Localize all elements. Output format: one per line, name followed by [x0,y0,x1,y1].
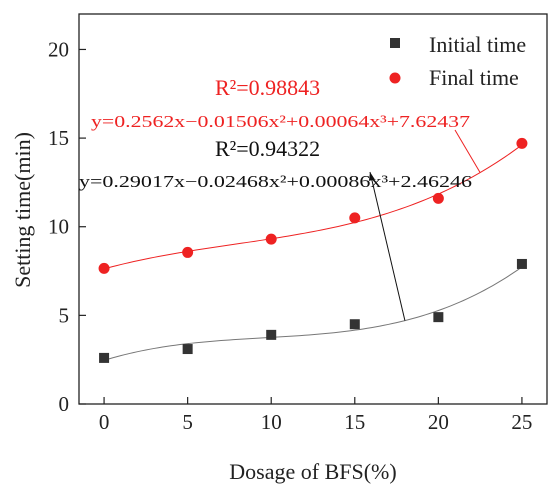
final-time-point [516,137,528,149]
initial-time-point [516,258,527,269]
initial-fit-curve [103,266,523,361]
x-tick-label: 10 [261,410,282,434]
initial-time-point [266,329,277,340]
final-r2-label: R²=0.98843 [215,75,320,100]
final-time-point [265,233,277,245]
final-time-point [349,212,361,224]
final-fit-equation: y=0.2562x−0.01506x²+0.00064x³+7.62437 [91,112,470,131]
y-tick-label: 5 [59,303,70,327]
legend-label-initial: Initial time [429,32,526,57]
x-tick-label: 20 [428,410,449,434]
x-axis-title: Dosage of BFS(%) [229,459,396,484]
initial-r2-label: R²=0.94322 [215,136,320,161]
initial-time-point [349,319,360,330]
final-time-point [182,246,194,258]
annotation-arrows [368,129,481,321]
initial-annotation-arrowhead [368,172,375,181]
legend: Initial time Final time [389,32,526,90]
legend-marker-final [389,72,401,84]
plot-frame [78,13,548,405]
final-time-point [98,262,110,274]
x-tick-label: 15 [344,410,365,434]
final-time-point [432,192,444,204]
x-tick-label: 25 [511,410,532,434]
initial-fit-equation: y=0.29017x−0.02468x²+0.00086x³+2.46246 [79,172,472,191]
fit-curves [103,144,523,361]
y-tick-label: 10 [48,215,69,239]
y-tick-label: 0 [59,392,70,416]
y-tick-label: 20 [48,37,69,61]
legend-marker-initial [390,38,400,48]
initial-time-point [99,352,110,363]
initial-time-point [433,312,444,323]
data-points [98,137,528,363]
x-tick-label: 0 [99,410,110,434]
final-annotation-pointer [454,129,481,173]
initial-time-point [182,344,193,355]
y-axis-title: Setting time(min) [10,132,35,288]
y-ticks: 0 5 10 15 20 [48,37,86,416]
x-tick-label: 5 [182,410,193,434]
final-fit-curve [103,144,523,270]
legend-label-final: Final time [429,65,519,90]
initial-annotation-pointer [369,171,406,321]
y-tick-label: 15 [48,126,69,150]
x-ticks: 0 5 10 15 20 25 [99,397,532,434]
